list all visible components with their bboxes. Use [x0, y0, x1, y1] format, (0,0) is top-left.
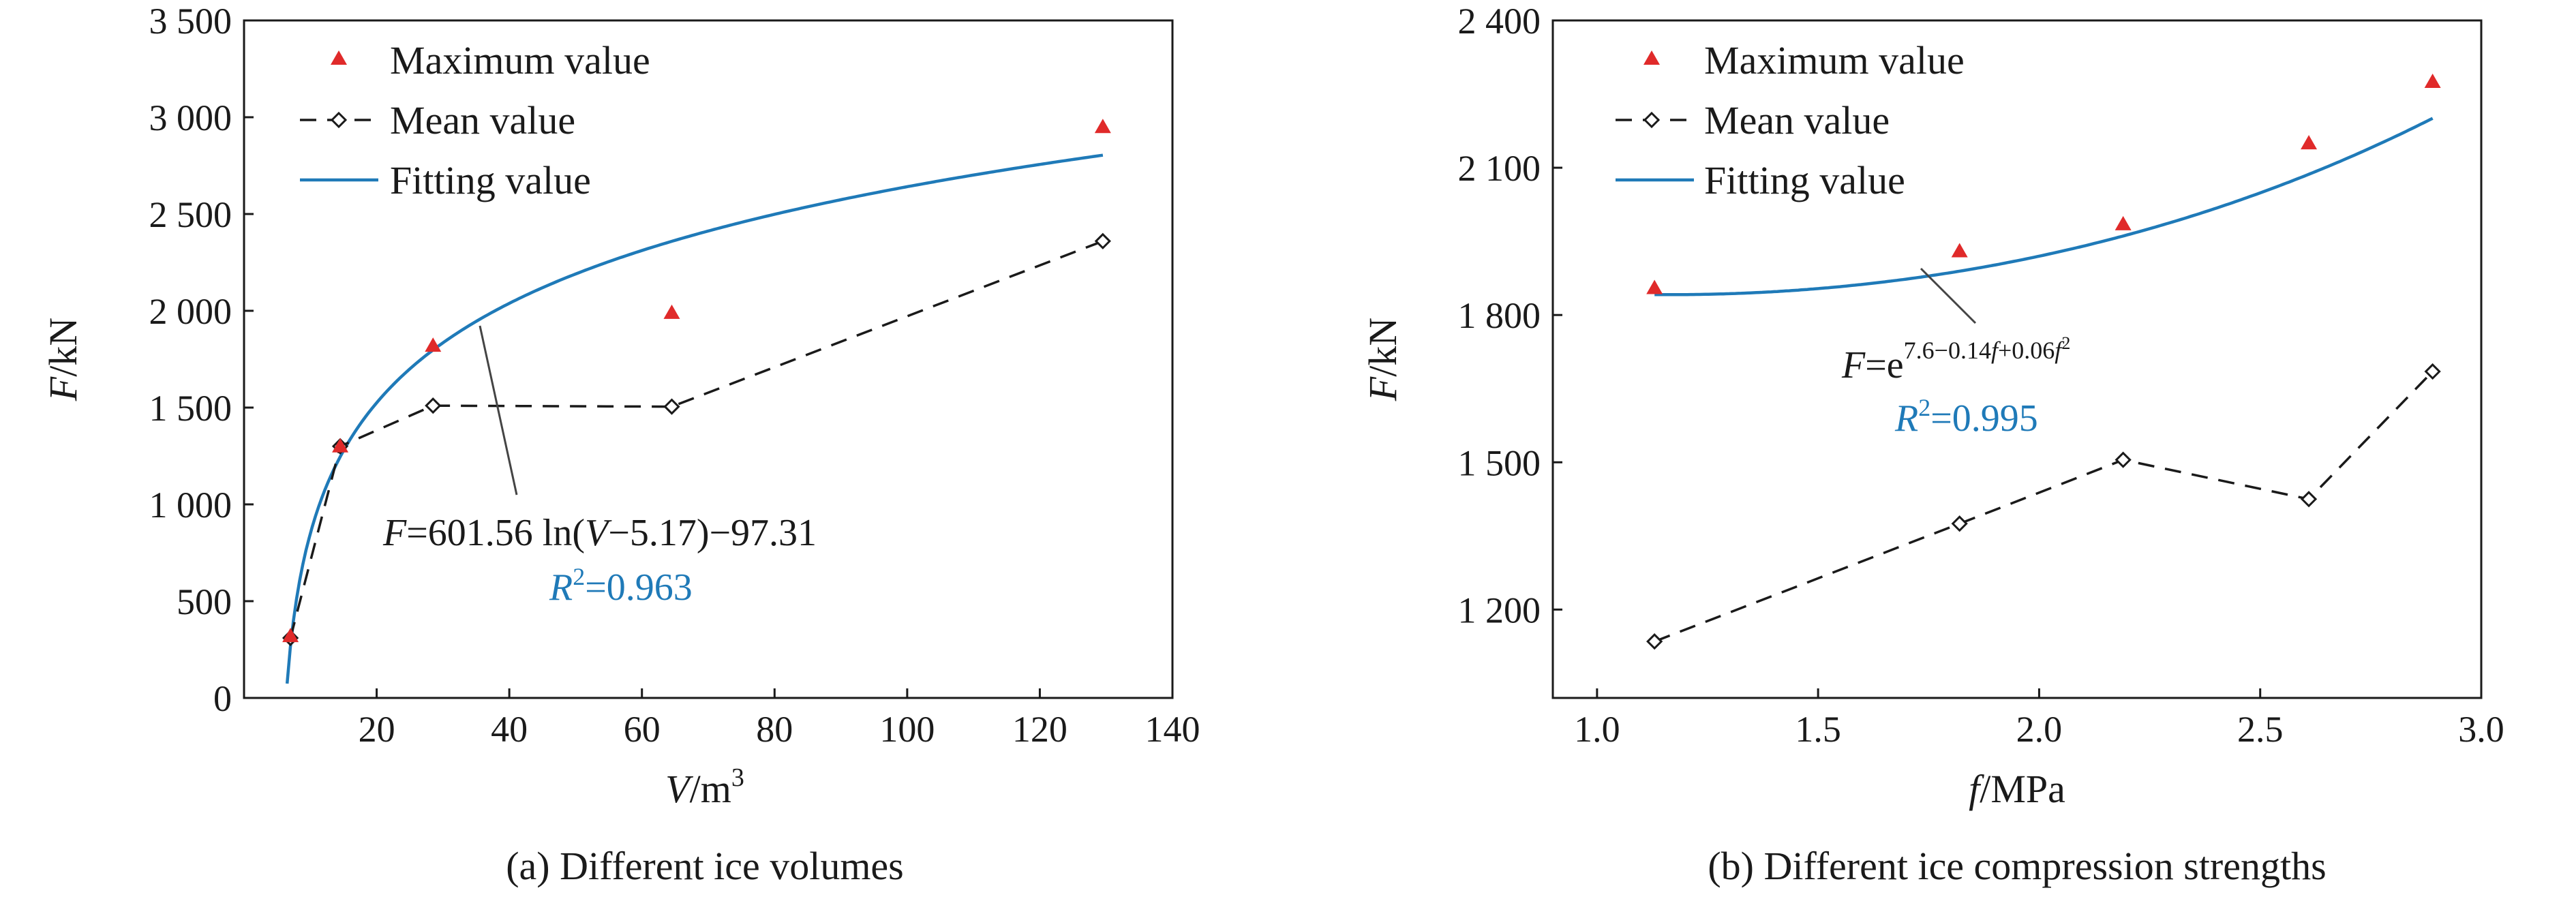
y-tick-label: 1 800	[1458, 295, 1541, 336]
equation-pointer-b	[1920, 267, 1977, 324]
x-tick-label: 3.0	[2458, 709, 2504, 750]
mean-points-a	[282, 232, 1111, 647]
fit-curve-a	[285, 153, 1104, 684]
legend-label-max: Maximum value	[390, 38, 650, 82]
mean-point	[1094, 232, 1111, 249]
x-axis-label-b: f/MPa	[1969, 767, 2065, 811]
y-axis-a: 0 500 1 000 1 500 2 000 2 500 3 000 3 500	[149, 1, 254, 719]
y-tick-label: 2 000	[149, 291, 232, 332]
legend-mean-marker	[330, 111, 348, 129]
y-axis-label-a: F/kN	[41, 318, 85, 401]
legend-max-marker	[1643, 50, 1660, 65]
x-tick-label: 60	[624, 709, 661, 750]
legend-label-mean: Mean value	[390, 98, 575, 142]
y-tick-label: 2 500	[149, 194, 232, 235]
max-point	[332, 438, 349, 453]
mean-point	[663, 398, 680, 415]
mean-point	[2115, 451, 2132, 468]
x-tick-label: 80	[756, 709, 793, 750]
x-tick-label: 1.0	[1574, 709, 1620, 750]
legend-max-marker	[331, 50, 347, 65]
legend-label-max: Maximum value	[1704, 38, 1965, 82]
x-tick-label: 40	[491, 709, 528, 750]
r2-b: R2=0.995	[1894, 394, 2038, 440]
max-points-a	[282, 119, 1111, 643]
mean-point	[2300, 491, 2318, 508]
chart-panel-b: 1 200 1 500 1 800 2 100 2 400 1.0 1.5 2.0 2.5 3.…	[1361, 1, 2504, 888]
max-point	[1646, 279, 1663, 294]
y-tick-label: 2 400	[1458, 1, 1541, 42]
x-tick-label: 1.5	[1795, 709, 1841, 750]
y-tick-label: 1 500	[149, 388, 232, 429]
x-tick-label: 140	[1145, 709, 1200, 750]
max-point	[282, 628, 299, 643]
max-point	[2424, 74, 2441, 89]
plot-frame-a	[243, 19, 1174, 699]
max-point	[1094, 119, 1111, 134]
legend-label-fit: Fitting value	[1704, 158, 1905, 202]
legend-mean-marker	[1643, 111, 1661, 129]
max-point	[2115, 215, 2132, 230]
y-tick-label: 3 000	[149, 97, 232, 138]
max-point	[1951, 243, 1968, 258]
equation-pointer-a	[479, 325, 518, 496]
y-tick-label: 2 100	[1458, 148, 1541, 189]
r2-a: R2=0.963	[549, 563, 693, 609]
legend-a: Maximum value Mean value Fitting value	[300, 38, 650, 202]
max-point	[425, 337, 442, 352]
x-tick-label: 100	[879, 709, 935, 750]
y-tick-label: 1 000	[149, 485, 232, 525]
equation-b: F=e7.6−0.14f+0.06f2	[1841, 333, 2070, 386]
y-tick-label: 1 500	[1458, 442, 1541, 483]
x-tick-label: 120	[1012, 709, 1067, 750]
mean-points-b	[1646, 363, 2441, 650]
x-tick-label: 2.0	[2016, 709, 2063, 750]
y-tick-label: 500	[177, 581, 232, 622]
legend-label-fit: Fitting value	[390, 158, 591, 202]
chart-panel-a: 0 500 1 000 1 500 2 000 2 500 3 000 3 500 20 40 6…	[41, 1, 1200, 888]
caption-b: (b) Different ice compression strengths	[1708, 844, 2326, 888]
y-tick-label: 1 200	[1458, 590, 1541, 630]
y-tick-label: 3 500	[149, 1, 232, 42]
fit-curve-b	[1654, 117, 2434, 296]
y-axis-b: 1 200 1 500 1 800 2 100 2 400	[1458, 1, 1562, 630]
x-tick-label: 2.5	[2237, 709, 2284, 750]
x-axis-a: 20 40 60 80 100 120 140	[359, 688, 1200, 750]
caption-a: (a) Different ice volumes	[506, 844, 904, 888]
x-axis-b: 1.0 1.5 2.0 2.5 3.0	[1574, 688, 2504, 750]
mean-line-a	[289, 240, 1104, 639]
max-points-b	[1646, 74, 2441, 294]
mean-line-b	[1654, 370, 2434, 643]
mean-point	[425, 397, 442, 414]
mean-point	[1646, 633, 1663, 650]
x-tick-label: 20	[359, 709, 395, 750]
equation-a: F=601.56 ln(V−5.17)−97.31	[382, 512, 817, 554]
y-axis-label-b: F/kN	[1361, 318, 1405, 401]
legend-b: Maximum value Mean value Fitting value	[1616, 38, 1965, 202]
legend-label-mean: Mean value	[1704, 98, 1890, 142]
max-point	[663, 304, 680, 319]
y-tick-label: 0	[213, 678, 232, 719]
max-point	[2301, 135, 2318, 150]
plot-frame-b	[1551, 19, 2483, 699]
mean-point	[1951, 515, 1968, 532]
x-axis-label-a: V/m3	[665, 763, 744, 811]
mean-point	[2424, 363, 2441, 380]
